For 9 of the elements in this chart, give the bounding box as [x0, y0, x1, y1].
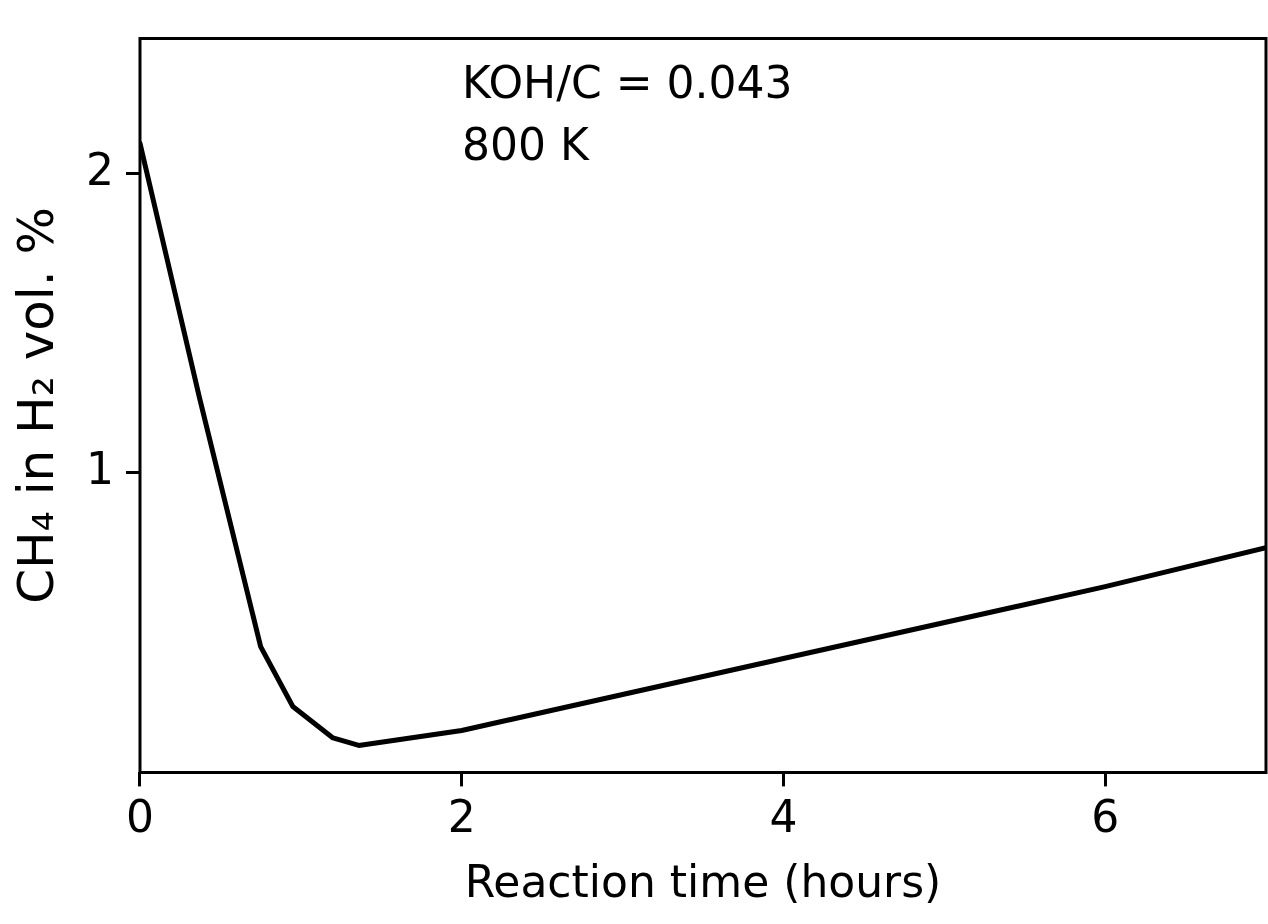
y-tick-label: 1 — [85, 443, 114, 495]
annotation: KOH/C = 0.043 — [461, 57, 793, 109]
x-tick-label: 6 — [1091, 791, 1120, 843]
x-tick-label: 0 — [125, 791, 154, 843]
x-axis-title: Reaction time (hours) — [464, 856, 942, 908]
x-tick-label: 4 — [769, 791, 798, 843]
annotation: 800 K — [461, 119, 590, 171]
y-axis-title: CH₄ in H₂ vol. % — [6, 206, 65, 604]
x-tick-label: 2 — [447, 791, 476, 843]
